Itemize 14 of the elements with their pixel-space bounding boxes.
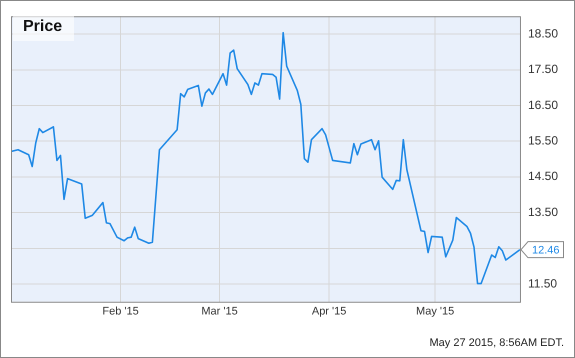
y-tick-label: 18.50 (528, 26, 558, 40)
y-tick-label: 15.50 (528, 133, 558, 148)
x-tick-label: Mar '15 (201, 305, 238, 318)
y-tick-label: 16.50 (528, 98, 558, 112)
y-tick-label: 13.50 (528, 204, 558, 219)
data-label: 12.46 (532, 244, 560, 257)
chart-title: Price (13, 13, 74, 41)
text: May 27 2015, 8:56AM EDT. (429, 337, 564, 349)
y-tick-label: 17.50 (528, 62, 558, 76)
x-tick-label: Apr '15 (312, 305, 346, 318)
y-tick-label: 14.50 (528, 169, 558, 184)
x-tick-label: May '15 (416, 305, 454, 318)
x-tick-label: Feb '15 (102, 305, 139, 318)
y-tick-label: 11.50 (528, 276, 558, 290)
